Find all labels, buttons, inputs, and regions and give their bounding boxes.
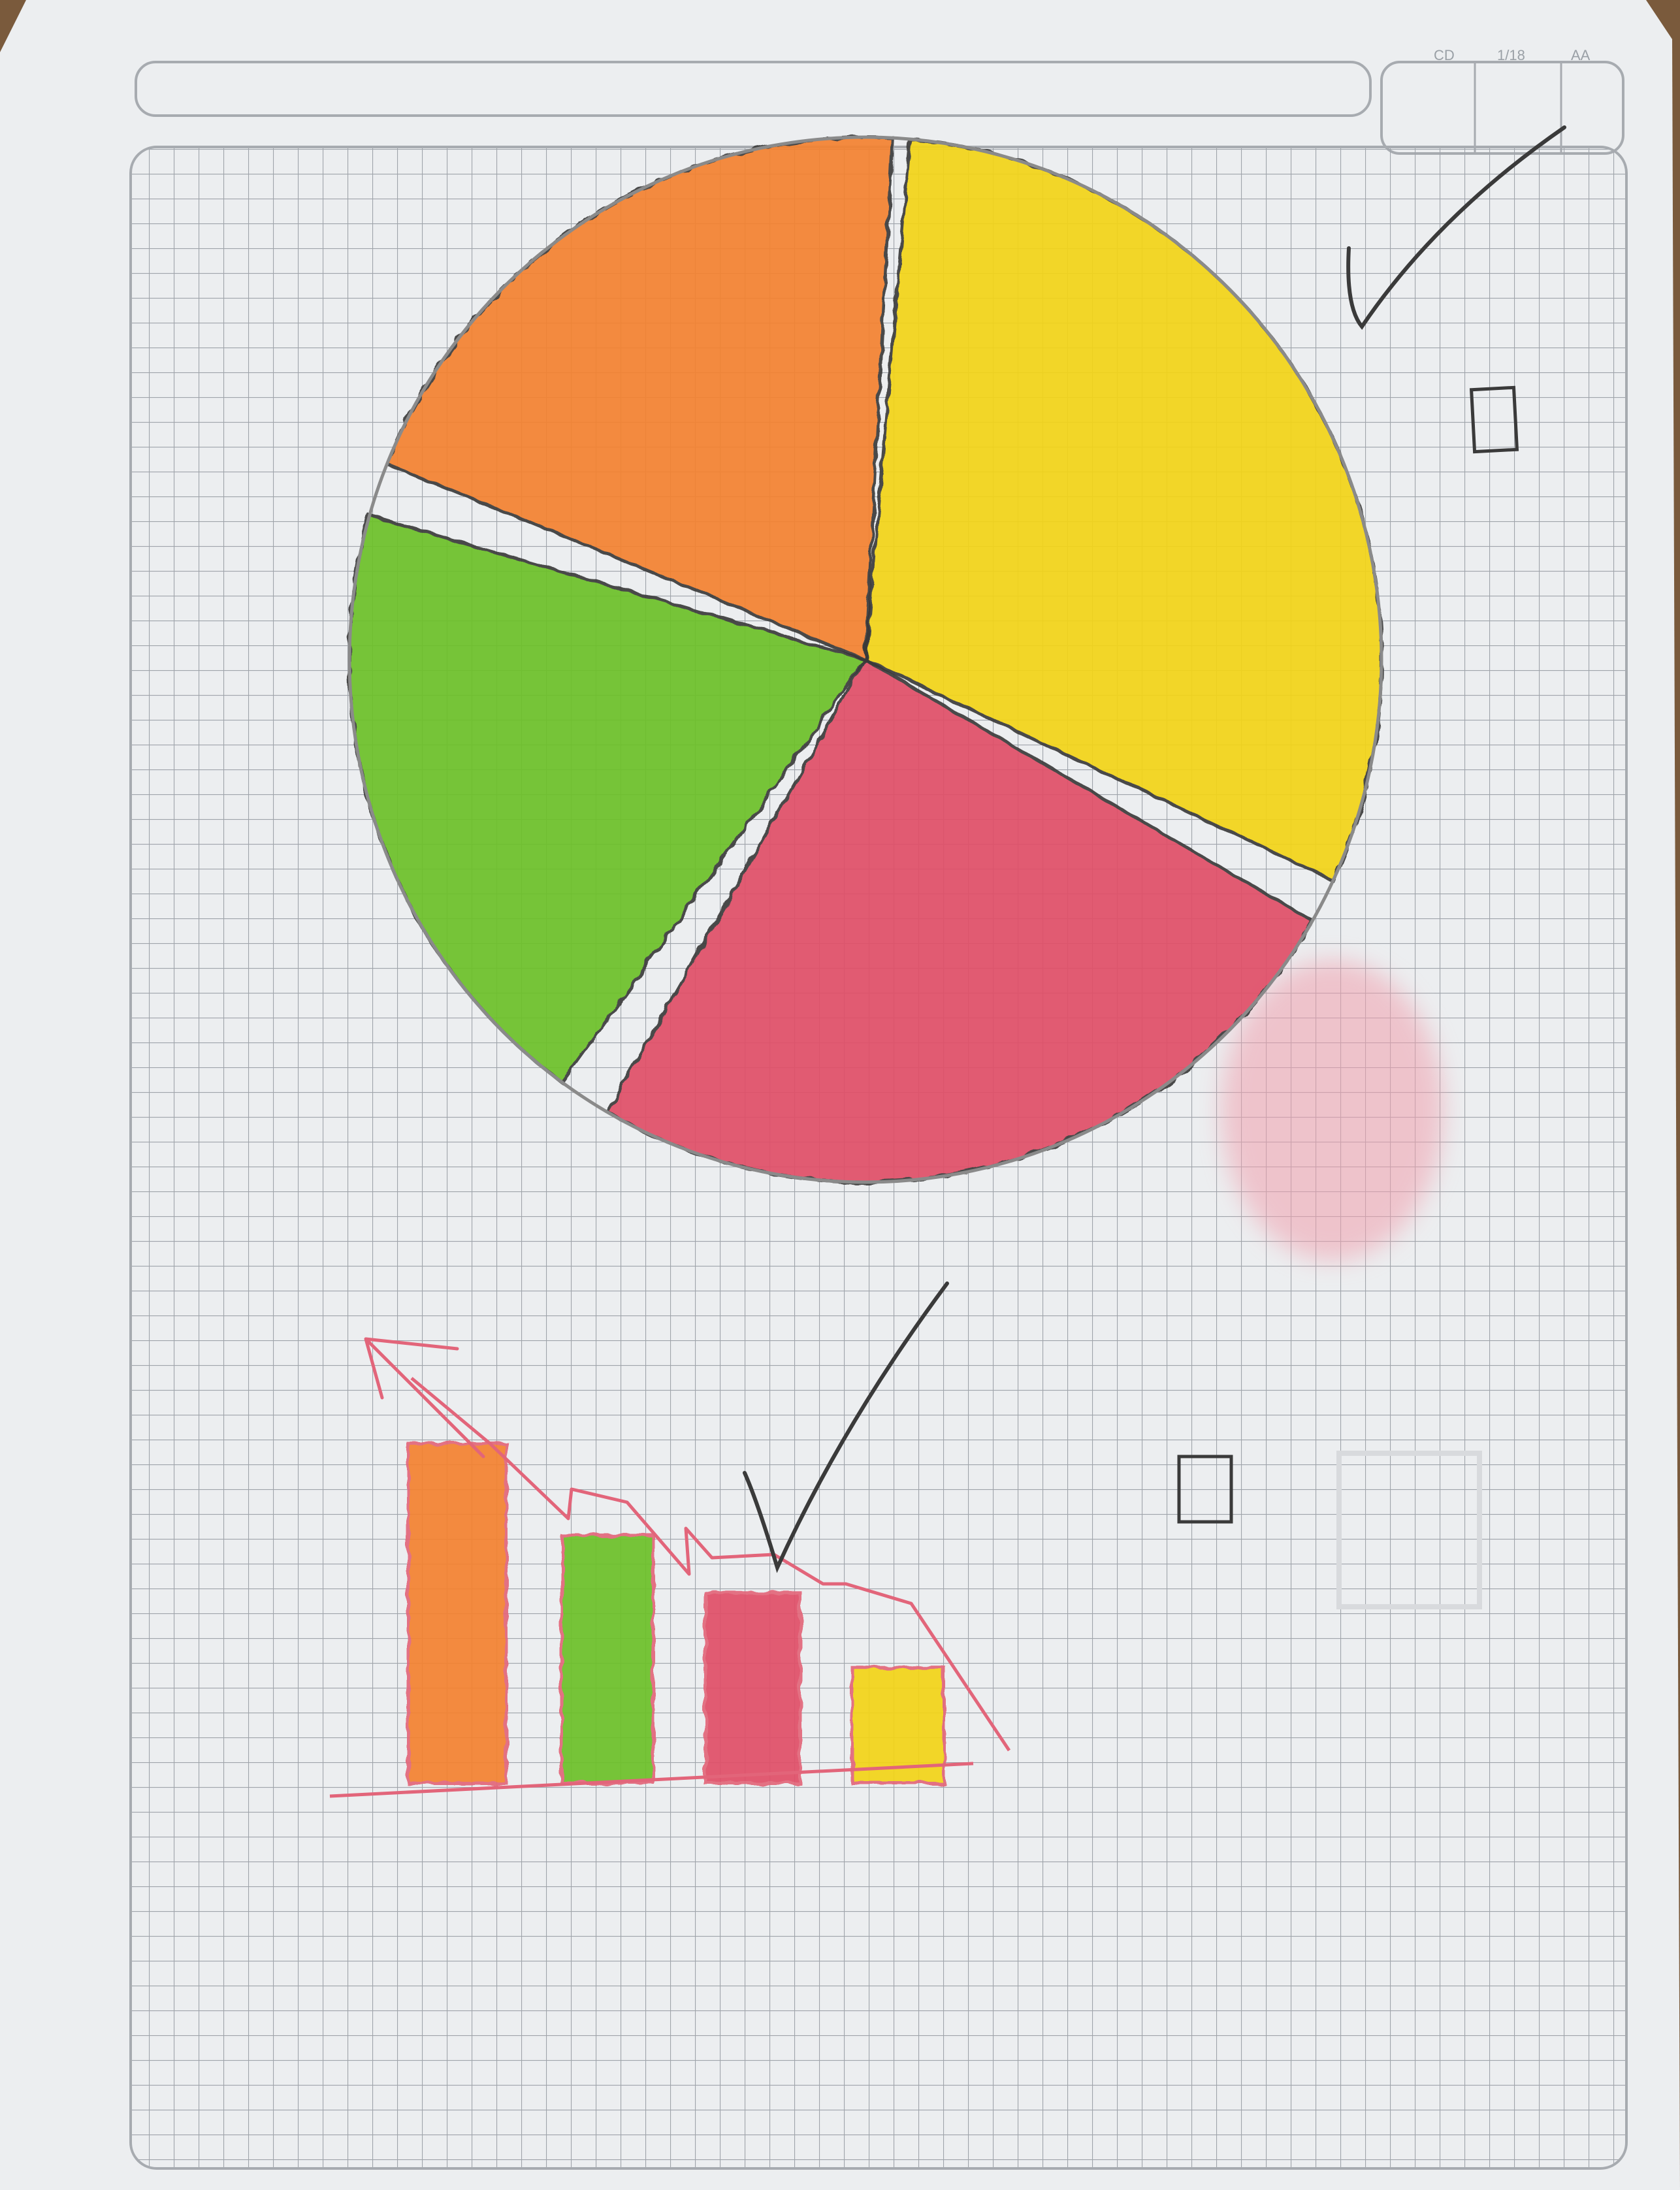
pie-outline <box>347 135 1383 1184</box>
drawn-bar <box>703 1591 802 1785</box>
header-mark-2: 1/18 <box>1497 47 1525 63</box>
drawn-bar-chart <box>406 1441 946 1785</box>
header-mark-1: CD <box>1434 47 1455 63</box>
bar-baseline <box>329 1762 974 1798</box>
header-mark-3: AA <box>1571 47 1591 63</box>
trend-arrow-line <box>410 1377 1011 1752</box>
drawn-bar <box>406 1441 508 1785</box>
check-mark-middle <box>743 1281 949 1573</box>
checkbox-square-middle <box>1177 1455 1233 1524</box>
checkbox-square-top <box>1469 385 1519 454</box>
header-area: CD 1/18 AA <box>135 47 1624 155</box>
trend-arrow-head <box>364 1337 485 1458</box>
check-mark-top <box>1346 125 1566 330</box>
drawn-pie-chart <box>347 135 1383 1184</box>
drawn-bar <box>560 1533 655 1785</box>
faint-embossed-square <box>1336 1451 1482 1609</box>
header-name-box <box>135 61 1372 117</box>
drawn-bar <box>850 1666 946 1785</box>
pink-smudge <box>1221 960 1444 1261</box>
